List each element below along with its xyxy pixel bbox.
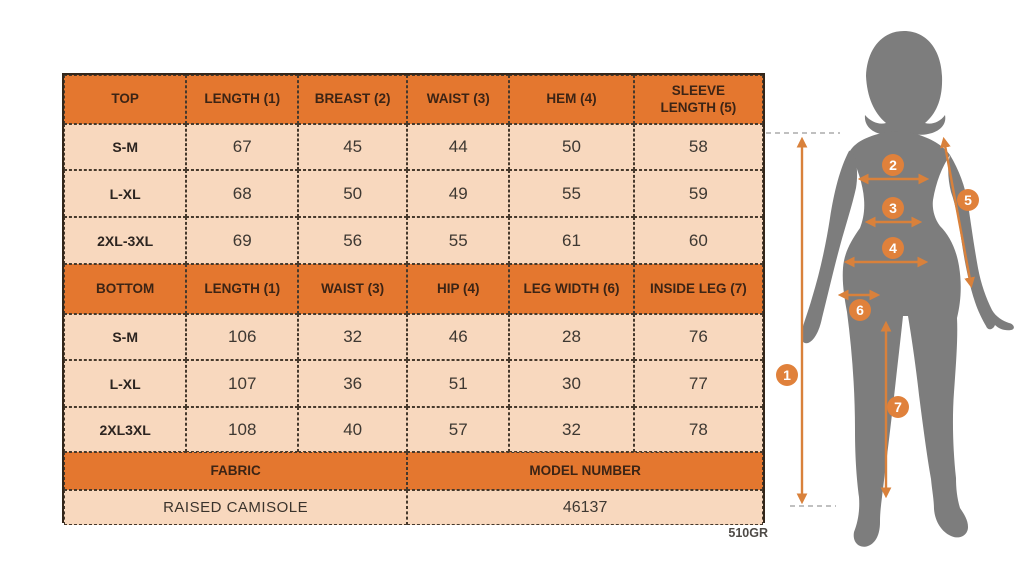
marker-1-number: 1	[783, 367, 791, 383]
col-header-waist-top-label: WAIST (3)	[426, 91, 490, 107]
col-header-hem: HEM (4)	[509, 75, 634, 124]
col-header-hem-label: HEM (4)	[546, 91, 597, 107]
col-header-top: TOP	[64, 75, 187, 124]
col-header-leg-width-label: LEG WIDTH (6)	[523, 280, 620, 296]
col-header-length-bottom-label: LENGTH (1)	[204, 280, 281, 296]
marker-4-number: 4	[889, 240, 897, 256]
cell-value: 32	[298, 314, 408, 360]
marker-6: 6	[849, 299, 871, 321]
row-label: S-M	[64, 314, 187, 360]
marker-6-number: 6	[856, 302, 864, 318]
marker-5-circle	[957, 189, 979, 211]
cell-value: 32	[509, 407, 634, 452]
cell-value: 51	[407, 360, 510, 407]
cell-value: 78	[633, 407, 763, 452]
measure-arrows	[796, 136, 975, 505]
cell-value: 76	[633, 314, 763, 360]
marker-3-number: 3	[889, 200, 897, 216]
sleeve-arrow	[940, 136, 975, 289]
row-label: 2XL-3XL	[64, 217, 187, 264]
col-header-length-bottom: LENGTH (1)	[186, 264, 299, 314]
col-header-sleeve-length: SLEEVE LENGTH (5)	[633, 75, 763, 124]
silhouette-body	[842, 131, 968, 547]
fabric-header-label: FABRIC	[210, 462, 261, 478]
col-header-breast-label: BREAST (2)	[314, 91, 391, 107]
cell-value: 69	[186, 217, 299, 264]
size-chart-table: TOP LENGTH (1) BREAST (2) WAIST (3) HEM …	[62, 73, 765, 525]
col-header-inside-leg: INSIDE LEG (7)	[633, 264, 763, 314]
marker-2-number: 2	[889, 157, 897, 173]
cell-value: 44	[407, 124, 510, 170]
cell-value: 55	[407, 217, 510, 264]
fabric-value: RAISED CAMISOLE	[64, 490, 408, 525]
cell-value: 50	[298, 170, 408, 217]
marker-6-circle	[849, 299, 871, 321]
cell-value: 50	[509, 124, 634, 170]
col-header-waist-bottom: WAIST (3)	[298, 264, 408, 314]
col-header-leg-width: LEG WIDTH (6)	[509, 264, 634, 314]
cell-value: 60	[633, 217, 763, 264]
cell-value: 45	[298, 124, 408, 170]
col-header-hip-label: HIP (4)	[436, 280, 480, 296]
col-header-hip: HIP (4)	[407, 264, 510, 314]
cell-value: 59	[633, 170, 763, 217]
model-number-header-label: MODEL NUMBER	[529, 462, 641, 478]
col-header-sleeve-length-label: SLEEVE LENGTH (5)	[660, 83, 737, 115]
col-header-top-label: TOP	[111, 91, 139, 107]
marker-1-circle	[776, 364, 798, 386]
cell-value: 57	[407, 407, 510, 452]
cell-value: 68	[186, 170, 299, 217]
marker-4: 4	[882, 237, 904, 259]
fabric-header: FABRIC	[64, 452, 408, 490]
silhouette-left-arm	[801, 150, 858, 344]
row-label: S-M	[64, 124, 187, 170]
cell-value: 40	[298, 407, 408, 452]
cell-value: 28	[509, 314, 634, 360]
col-header-inside-leg-label: INSIDE LEG (7)	[649, 280, 747, 296]
cell-value: 61	[509, 217, 634, 264]
woman-silhouette	[801, 31, 1014, 547]
cell-value: 58	[633, 124, 763, 170]
col-header-waist-top: WAIST (3)	[407, 75, 510, 124]
cell-value: 46	[407, 314, 510, 360]
cell-value: 30	[509, 360, 634, 407]
model-number-header: MODEL NUMBER	[407, 452, 763, 490]
marker-5-number: 5	[964, 192, 972, 208]
marker-1: 1	[776, 364, 798, 386]
measure-markers: 1 2 3 4 5 6 7	[776, 154, 979, 418]
model-number-value: 46137	[407, 490, 763, 525]
measurement-figure: 1 2 3 4 5 6 7	[766, 31, 1014, 547]
marker-7-circle	[887, 396, 909, 418]
col-header-length-top-label: LENGTH (1)	[204, 91, 281, 107]
cell-value: 77	[633, 360, 763, 407]
col-header-breast: BREAST (2)	[298, 75, 408, 124]
guide-lines	[766, 132, 840, 507]
cell-value: 36	[298, 360, 408, 407]
cell-value: 106	[186, 314, 299, 360]
marker-4-circle	[882, 237, 904, 259]
col-header-bottom: BOTTOM	[64, 264, 187, 314]
row-label: 2XL3XL	[64, 407, 187, 452]
cell-value: 108	[186, 407, 299, 452]
marker-5: 5	[957, 189, 979, 211]
cell-value: 67	[186, 124, 299, 170]
col-header-length-top: LENGTH (1)	[186, 75, 299, 124]
row-label: L-XL	[64, 360, 187, 407]
marker-7-number: 7	[894, 399, 902, 415]
col-header-bottom-label: BOTTOM	[96, 280, 155, 296]
row-label: L-XL	[64, 170, 187, 217]
marker-7: 7	[887, 396, 909, 418]
cell-value: 56	[298, 217, 408, 264]
marker-3-circle	[882, 197, 904, 219]
cell-value: 107	[186, 360, 299, 407]
cell-value: 55	[509, 170, 634, 217]
weight-note: 510GR	[728, 526, 768, 540]
cell-value: 49	[407, 170, 510, 217]
silhouette-hair	[864, 31, 946, 135]
marker-3: 3	[882, 197, 904, 219]
marker-2-circle	[882, 154, 904, 176]
col-header-waist-bottom-label: WAIST (3)	[321, 280, 385, 296]
marker-2: 2	[882, 154, 904, 176]
